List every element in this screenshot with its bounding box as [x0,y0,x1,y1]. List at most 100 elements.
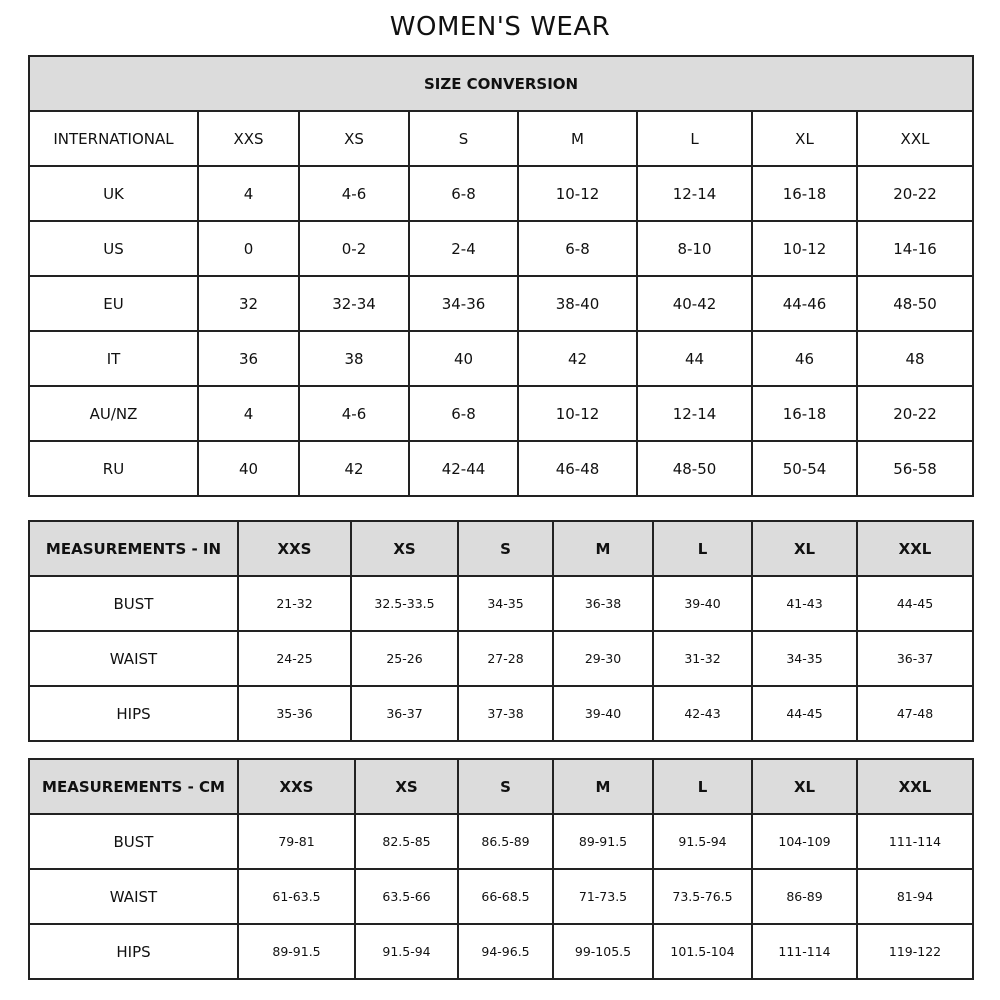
table-cell: 46-48 [517,440,638,497]
table-row: RU 40 42 42-44 46-48 48-50 50-54 56-58 [28,440,975,497]
table-cell: 91.5-94 [652,813,753,870]
table-cell: 8-10 [636,220,753,277]
table-cell: 35-36 [237,685,352,742]
table-cell: 31-32 [652,630,753,687]
table-cell: 91.5-94 [354,923,459,980]
table-row: EU 32 32-34 34-36 38-40 40-42 44-46 48-50 [28,275,975,332]
table-cell: 38-40 [517,275,638,332]
column-header: M [552,520,654,577]
table-cell: 73.5-76.5 [652,868,753,925]
table-cell: 42-44 [408,440,519,497]
table-heading: SIZE CONVERSION [27,55,975,112]
table-cell: 42-43 [652,685,753,742]
column-header: XXL [856,758,974,815]
table-cell: 4-6 [298,165,410,222]
column-header: S [457,758,554,815]
table-cell: 2-4 [408,220,519,277]
table-cell: 63.5-66 [354,868,459,925]
table-cell: 89-91.5 [552,813,654,870]
table-cell: 32.5-33.5 [350,575,459,632]
table-cell: 48-50 [855,275,975,332]
table-cell: 36-37 [856,630,974,687]
table-cell: 34-35 [457,575,554,632]
table-cell: 36-37 [350,685,459,742]
column-header: INTERNATIONAL [28,110,199,167]
table-cell: 42 [298,440,410,497]
table-cell: 34-35 [751,630,858,687]
table-cell: 16-18 [751,385,858,442]
table-cell: 86-89 [751,868,858,925]
table-row: HIPS 35-36 36-37 37-38 39-40 42-43 44-45 47-48 [28,685,974,742]
table-cell: 40-42 [636,275,753,332]
table-cell: 44-46 [751,275,858,332]
table-row: BUST 21-32 32.5-33.5 34-35 36-38 39-40 41-43 44… [28,575,974,632]
table-cell: 39-40 [652,575,753,632]
table-cell: 44 [636,330,753,387]
table-cell: 40 [197,440,300,497]
table-cell: 82.5-85 [354,813,459,870]
table-cell: 25-26 [350,630,459,687]
table-cell: 14-16 [855,220,975,277]
table-cell: 20-22 [855,165,975,222]
table-row: WAIST 24-25 25-26 27-28 29-30 31-32 34-35 36-37 [28,630,974,687]
table-cell: 101.5-104 [652,923,753,980]
table-cell: 48 [855,330,975,387]
table-cell: 4 [197,385,300,442]
row-label: BUST [28,575,239,632]
table-cell: 119-122 [856,923,974,980]
header-row: INTERNATIONAL XXS XS S M L XL XXL [28,110,975,167]
table-cell: 12-14 [636,165,753,222]
table-cell: 40 [408,330,519,387]
measurements-in-table: MEASUREMENTS - IN XXS XS S M L XL XXL BUST 21-32 3… [28,520,974,742]
table-cell: 34-36 [408,275,519,332]
table-cell: 32 [197,275,300,332]
column-header: XL [751,520,858,577]
table-cell: 42 [517,330,638,387]
table-cell: 10-12 [517,385,638,442]
table-cell: 50-54 [751,440,858,497]
table-cell: 0 [197,220,300,277]
table-cell: 86.5-89 [457,813,554,870]
row-label: AU/NZ [28,385,199,442]
table-cell: 66-68.5 [457,868,554,925]
row-label: IT [28,330,199,387]
header-row: MEASUREMENTS - CM XXS XS S M L XL XXL [28,758,974,815]
table-cell: 0-2 [298,220,410,277]
table-row: WAIST 61-63.5 63.5-66 66-68.5 71-73.5 73.5-76… [28,868,974,925]
table-row: UK 4 4-6 6-8 10-12 12-14 16-18 20-22 [28,165,975,222]
table-cell: 81-94 [856,868,974,925]
table-cell: 71-73.5 [552,868,654,925]
row-label: UK [28,165,199,222]
table-cell: 46 [751,330,858,387]
table-row: IT 36 38 40 42 44 46 48 [28,330,975,387]
table-row: US 0 0-2 2-4 6-8 8-10 10-12 14-16 [28,220,975,277]
column-header: XXS [237,520,352,577]
table-cell: 44-45 [751,685,858,742]
header-row: MEASUREMENTS - IN XXS XS S M L XL XXL [28,520,974,577]
table-heading-row: SIZE CONVERSION [27,55,975,112]
page-title: WOMEN'S WEAR [389,12,611,42]
table-cell: 21-32 [237,575,352,632]
row-label: WAIST [28,630,239,687]
table-cell: 12-14 [636,385,753,442]
table-cell: 29-30 [552,630,654,687]
table-cell: 4-6 [298,385,410,442]
row-label: BUST [28,813,239,870]
table-cell: 24-25 [237,630,352,687]
table-cell: 111-114 [751,923,858,980]
column-header: XL [751,758,858,815]
table-cell: 36-38 [552,575,654,632]
table-cell: 79-81 [237,813,356,870]
table-cell: 47-48 [856,685,974,742]
table-cell: 16-18 [751,165,858,222]
column-header: XS [354,758,459,815]
column-header: XXL [856,520,974,577]
table-cell: 27-28 [457,630,554,687]
table-cell: 104-109 [751,813,858,870]
table-cell: 44-45 [856,575,974,632]
column-header: MEASUREMENTS - CM [28,758,239,815]
table-cell: 41-43 [751,575,858,632]
table-cell: 99-105.5 [552,923,654,980]
row-label: HIPS [28,685,239,742]
table-cell: 6-8 [408,385,519,442]
